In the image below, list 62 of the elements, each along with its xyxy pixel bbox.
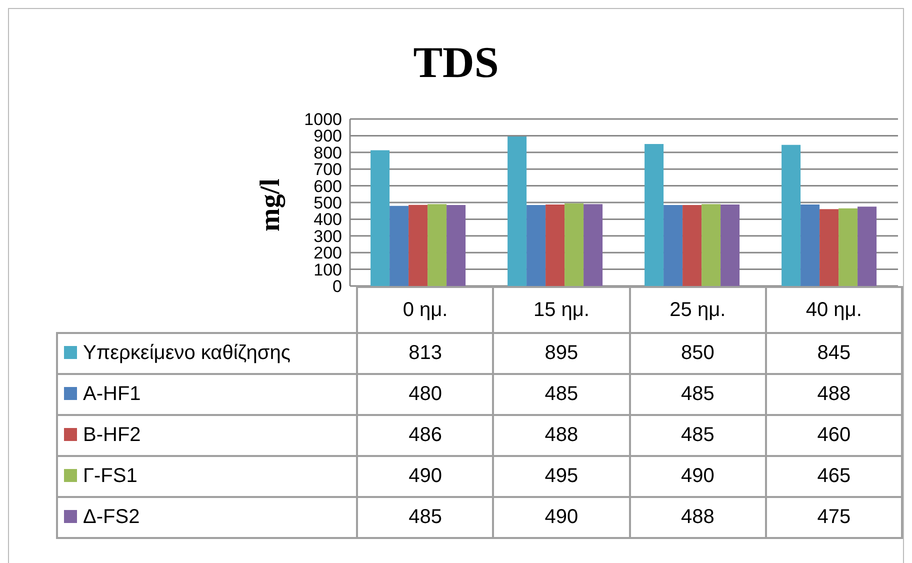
data-label: 488 bbox=[493, 415, 630, 456]
bar bbox=[664, 205, 683, 286]
y-tick-label: 0 bbox=[332, 277, 342, 296]
bar bbox=[782, 144, 801, 286]
bar bbox=[370, 150, 390, 286]
data-label: 485 bbox=[630, 415, 766, 456]
x-tick-label: 15 ημ. bbox=[493, 287, 630, 333]
legend-label: Β-HF2 bbox=[57, 415, 358, 456]
data-label: 485 bbox=[630, 374, 766, 415]
x-tick-label: 40 ημ. bbox=[766, 287, 902, 333]
y-tick-label: 600 bbox=[314, 176, 342, 196]
chart-title: TDS bbox=[412, 37, 500, 88]
y-tick-label: 100 bbox=[314, 260, 342, 280]
bar bbox=[564, 203, 584, 286]
y-tick-label: 500 bbox=[314, 194, 342, 213]
bar bbox=[820, 209, 839, 286]
y-tick-label: 700 bbox=[314, 160, 342, 180]
data-label: 813 bbox=[357, 333, 494, 374]
bar bbox=[446, 205, 466, 286]
bar bbox=[838, 208, 858, 286]
bar bbox=[428, 204, 447, 286]
legend-label: Α-HF1 bbox=[57, 374, 358, 415]
data-label: 480 bbox=[357, 374, 494, 415]
legend-label: Γ-FS1 bbox=[57, 456, 358, 497]
y-tick-label: 400 bbox=[314, 210, 342, 230]
bar bbox=[858, 206, 877, 286]
data-label: 490 bbox=[357, 456, 494, 497]
data-label: 490 bbox=[493, 497, 630, 538]
data-label: 460 bbox=[766, 415, 902, 456]
bar bbox=[390, 206, 409, 286]
data-label: 895 bbox=[493, 333, 630, 374]
bar bbox=[702, 204, 721, 286]
bar bbox=[644, 144, 664, 286]
x-tick-label: 25 ημ. bbox=[630, 287, 766, 333]
data-label: 488 bbox=[630, 497, 766, 538]
data-label: 845 bbox=[766, 333, 902, 374]
legend-label: Υπερκείμενο καθίζησης bbox=[57, 333, 358, 374]
y-tick-label: 1000 bbox=[304, 110, 342, 130]
bar bbox=[682, 205, 702, 286]
bar bbox=[584, 204, 603, 286]
y-tick-label: 800 bbox=[314, 143, 342, 162]
x-tick-label: 0 ημ. bbox=[357, 287, 494, 333]
data-label: 465 bbox=[766, 456, 902, 497]
y-tick-label: 300 bbox=[314, 226, 342, 246]
bar bbox=[546, 204, 565, 286]
legend-label: Δ-FS2 bbox=[57, 497, 358, 538]
y-axis-title: mg/l bbox=[255, 178, 287, 232]
y-tick-label: 900 bbox=[314, 126, 342, 146]
data-label: 488 bbox=[766, 374, 902, 415]
data-label: 495 bbox=[493, 456, 630, 497]
data-label: 485 bbox=[357, 497, 494, 538]
data-label: 475 bbox=[766, 497, 902, 538]
bar bbox=[508, 136, 527, 286]
y-tick-label: 200 bbox=[314, 244, 342, 263]
data-label: 485 bbox=[493, 374, 630, 415]
bar bbox=[800, 204, 820, 286]
bar bbox=[408, 204, 428, 286]
data-label: 850 bbox=[630, 333, 766, 374]
data-label: 490 bbox=[630, 456, 766, 497]
bar bbox=[720, 204, 740, 286]
bar bbox=[526, 205, 546, 286]
data-label: 486 bbox=[357, 415, 494, 456]
